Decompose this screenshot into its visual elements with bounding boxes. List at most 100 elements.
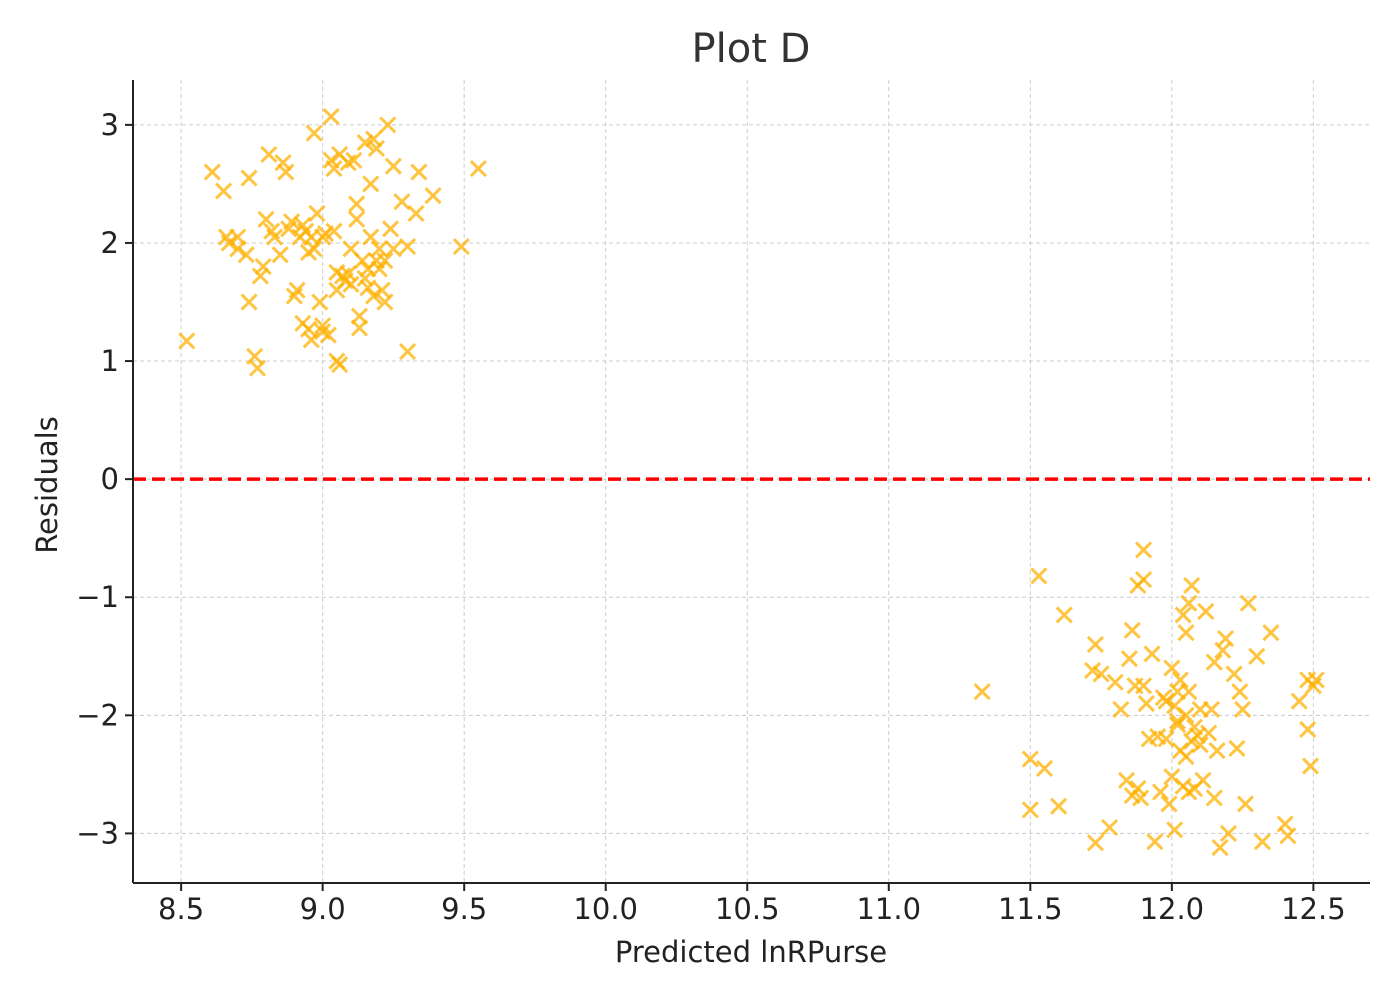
data-point	[1035, 759, 1054, 778]
data-point	[240, 293, 258, 311]
data-point	[257, 210, 275, 228]
data-point	[353, 252, 371, 270]
data-point	[370, 260, 388, 278]
data-point	[1117, 771, 1136, 789]
data-point	[1021, 801, 1039, 819]
data-point	[316, 224, 335, 243]
data-point	[362, 228, 380, 246]
data-point	[1157, 730, 1175, 748]
data-point	[229, 228, 247, 246]
data-point	[314, 317, 332, 335]
data-point	[345, 151, 363, 169]
data-point	[348, 195, 366, 213]
x-tick-label: 12.5	[1281, 892, 1346, 926]
data-point	[1157, 692, 1175, 710]
data-point	[1234, 700, 1252, 718]
y-tick-label: 1	[101, 344, 119, 378]
data-point	[356, 269, 374, 287]
data-point	[1134, 677, 1153, 695]
data-point	[305, 124, 323, 142]
y-tick-label: −1	[76, 580, 119, 614]
data-point	[248, 359, 267, 377]
data-point	[220, 234, 238, 252]
data-point	[1146, 833, 1164, 851]
data-point	[452, 237, 470, 256]
data-point	[271, 246, 289, 264]
data-point	[299, 320, 318, 338]
data-point	[1219, 824, 1238, 842]
data-point	[302, 331, 320, 349]
y-tick-label: −2	[76, 698, 119, 732]
data-point	[1151, 783, 1170, 801]
data-point	[1050, 797, 1068, 815]
data-point	[973, 683, 991, 701]
data-point	[1290, 692, 1308, 710]
data-point	[1205, 789, 1223, 807]
y-axis-label: Residuals	[30, 416, 64, 554]
data-point	[410, 163, 428, 181]
data-point	[1262, 624, 1280, 642]
data-point	[308, 204, 326, 223]
data-point	[1253, 833, 1271, 851]
y-tick-label: 3	[101, 108, 119, 142]
x-ticks: 8.5 9.0 9.5 10.0 10.5 11.0 11.5 12.0 12.5	[158, 883, 1346, 926]
data-point	[203, 163, 221, 181]
data-point	[1134, 570, 1153, 589]
data-point	[1202, 700, 1221, 718]
data-point	[1200, 724, 1218, 742]
data-point	[1086, 635, 1104, 654]
data-point	[384, 240, 402, 258]
data-point	[1208, 742, 1226, 760]
data-point	[325, 160, 343, 178]
data-point	[1055, 606, 1073, 624]
data-point	[1120, 650, 1138, 668]
x-tick-label: 9.5	[441, 892, 487, 926]
data-point	[1160, 795, 1178, 813]
data-point	[1030, 567, 1048, 585]
data-point	[1307, 671, 1325, 689]
data-point	[469, 160, 487, 178]
x-tick-label: 8.5	[158, 892, 204, 926]
data-point	[365, 130, 383, 148]
x-axis-label: Predicted lnRPurse	[615, 935, 887, 969]
data-point	[1301, 757, 1320, 775]
data-point	[1231, 683, 1249, 701]
data-point	[384, 157, 402, 175]
data-point	[1132, 789, 1150, 807]
data-point	[277, 163, 295, 181]
data-point	[1183, 576, 1201, 594]
data-point	[1163, 659, 1181, 677]
data-point	[1299, 720, 1317, 739]
data-point	[376, 252, 394, 270]
data-point	[254, 258, 272, 276]
data-point	[365, 287, 383, 305]
data-point	[1225, 665, 1243, 683]
data-point	[1171, 671, 1189, 689]
data-point	[339, 265, 357, 283]
data-point	[359, 279, 377, 297]
data-point	[1174, 606, 1192, 624]
data-point	[393, 193, 411, 211]
data-point	[1194, 771, 1212, 789]
data-point	[1137, 694, 1155, 713]
data-point	[367, 139, 385, 158]
data-point	[1228, 739, 1246, 757]
data-point	[342, 275, 360, 293]
data-point	[1236, 795, 1255, 813]
axes	[132, 80, 1370, 884]
data-point	[1177, 624, 1195, 642]
data-point	[251, 267, 269, 285]
data-point	[1168, 716, 1187, 734]
data-point	[1112, 700, 1130, 718]
data-point	[1021, 750, 1039, 768]
data-point	[399, 237, 417, 256]
data-point	[370, 240, 388, 258]
data-point	[1123, 621, 1141, 639]
data-point	[319, 326, 337, 344]
data-point	[274, 154, 292, 172]
data-point	[1092, 665, 1110, 683]
data-point	[376, 293, 394, 311]
x-tick-label: 11.0	[856, 892, 921, 926]
y-ticks: 3 2 1 0 −1 −2 −3	[76, 108, 133, 850]
